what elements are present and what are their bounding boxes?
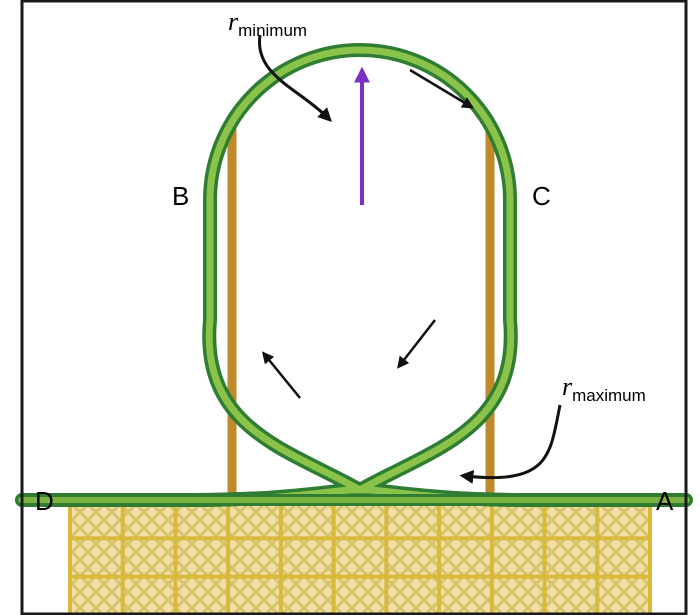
loop-track-inner (22, 50, 686, 500)
label-r-maximum-subscript: maximum (572, 386, 646, 405)
label-r-minimum-subscript: minimum (238, 21, 307, 40)
label-r-maximum: rmaximum (562, 372, 646, 405)
loop-track-outer (22, 50, 686, 500)
lattice-base (70, 500, 650, 615)
label-b: B (172, 181, 189, 211)
label-d: D (35, 486, 54, 516)
direction-arrow-2 (265, 355, 300, 398)
label-r-minimum: rminimum (228, 7, 307, 40)
direction-arrow-1 (400, 320, 435, 365)
label-a: A (656, 486, 674, 516)
ground-track-inner (22, 497, 686, 503)
label-c: C (532, 181, 551, 211)
